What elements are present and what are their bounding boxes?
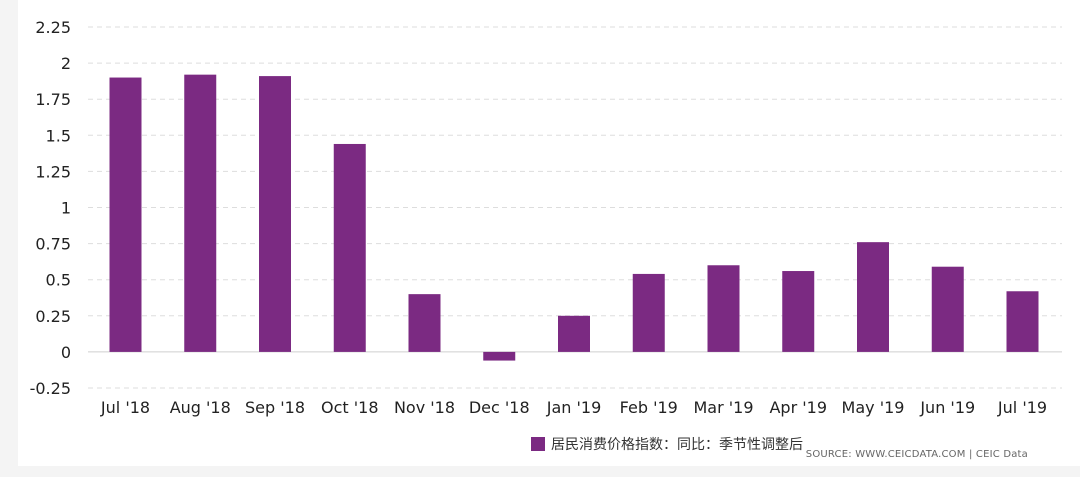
bar xyxy=(558,315,590,352)
y-tick-label: 1.75 xyxy=(35,90,71,109)
bar xyxy=(782,271,815,352)
bar xyxy=(632,273,665,352)
y-tick-label: 0 xyxy=(61,343,71,362)
y-tick-label: -0.25 xyxy=(30,379,71,398)
x-axis-ticks: Jul '18 Aug '18 Sep '18 Oct '18 Nov '18 Dec '… xyxy=(100,398,1047,417)
y-tick-label: 1.5 xyxy=(46,126,71,145)
x-tick-label: Jul '18 xyxy=(100,398,150,417)
x-tick-label: Mar '19 xyxy=(693,398,753,417)
y-axis-ticks: 2.25 2 1.75 1.5 1.25 1 0.75 0.5 0.25 0 -0.25 xyxy=(30,18,71,398)
y-tick-label: 1 xyxy=(61,199,71,218)
legend-swatch xyxy=(531,437,545,451)
y-tick-label: 0.25 xyxy=(35,307,71,326)
bar xyxy=(259,76,291,352)
x-tick-label: Jun '19 xyxy=(919,398,975,417)
x-tick-label: May '19 xyxy=(842,398,905,417)
bar xyxy=(184,74,217,352)
y-tick-label: 2 xyxy=(61,54,71,73)
y-tick-label: 2.25 xyxy=(35,18,71,37)
x-tick-label: Oct '18 xyxy=(321,398,379,417)
bar xyxy=(1006,291,1039,352)
x-tick-label: Apr '19 xyxy=(769,398,827,417)
x-tick-label: Aug '18 xyxy=(170,398,231,417)
bar xyxy=(857,242,889,352)
y-tick-label: 0.5 xyxy=(46,271,71,290)
bar xyxy=(483,351,516,361)
x-tick-label: Nov '18 xyxy=(394,398,455,417)
bar xyxy=(931,266,964,352)
bar xyxy=(707,265,740,352)
legend-label: 居民消费价格指数：同比：季节性调整后 xyxy=(551,437,803,453)
x-tick-label: Jul '19 xyxy=(997,398,1047,417)
x-tick-label: Jan '19 xyxy=(546,398,602,417)
source-note: SOURCE: WWW.CEICDATA.COM | CEIC Data xyxy=(805,449,1028,460)
bar xyxy=(109,77,142,352)
x-tick-label: Dec '18 xyxy=(469,398,530,417)
y-tick-label: 1.25 xyxy=(35,162,71,181)
bar xyxy=(408,294,441,352)
y-tick-label: 0.75 xyxy=(35,235,71,254)
legend: 居民消费价格指数：同比：季节性调整后 xyxy=(531,434,803,454)
x-tick-label: Sep '18 xyxy=(245,398,305,417)
x-tick-label: Feb '19 xyxy=(620,398,678,417)
bars xyxy=(109,74,1039,361)
bar xyxy=(333,143,366,352)
